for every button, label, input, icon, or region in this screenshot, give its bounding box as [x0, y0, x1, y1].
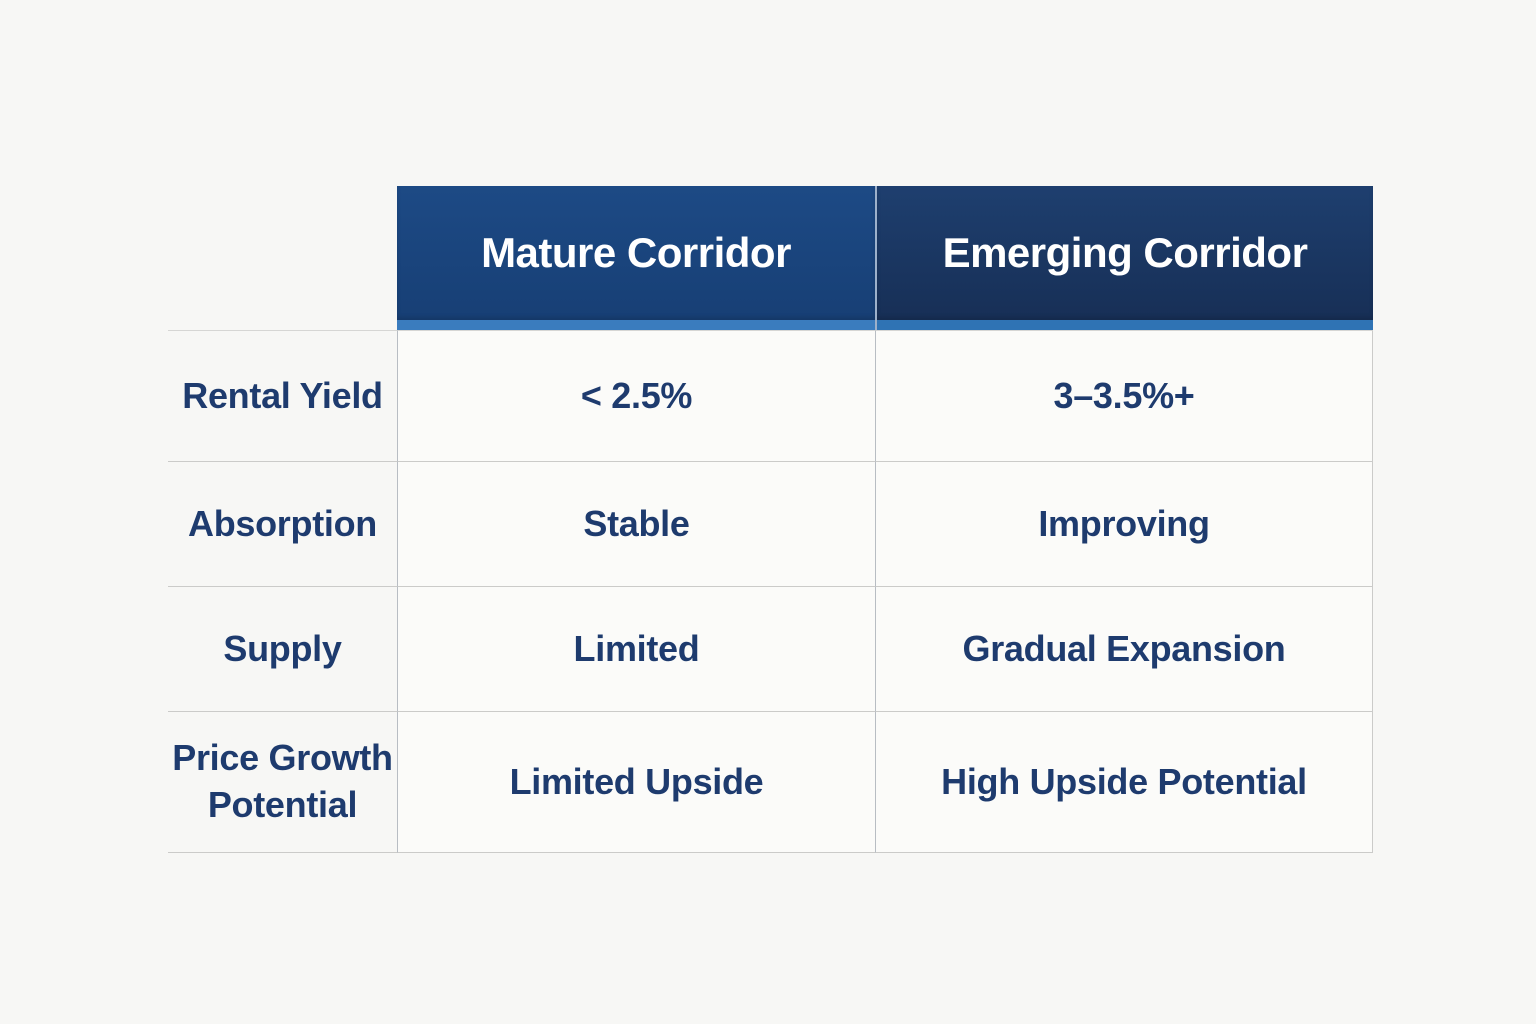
- comparison-table: Mature Corridor Emerging Corridor Rental…: [168, 186, 1373, 853]
- accent-bar-mature: [397, 320, 875, 330]
- accent-bar-emerging: [875, 320, 1373, 330]
- row-label-rental-yield: Rental Yield: [168, 330, 397, 462]
- cell-supply-emerging: Gradual Expansion: [875, 587, 1373, 712]
- row-label-absorption: Absorption: [168, 462, 397, 587]
- column-header-mature: Mature Corridor: [397, 186, 875, 320]
- accent-corner-spacer: [168, 320, 397, 330]
- cell-rental-yield-mature: < 2.5%: [397, 330, 875, 462]
- column-header-label: Mature Corridor: [481, 229, 791, 276]
- cell-absorption-mature: Stable: [397, 462, 875, 587]
- table-corner-spacer: [168, 186, 397, 320]
- column-header-label: Emerging Corridor: [942, 229, 1308, 276]
- cell-supply-mature: Limited: [397, 587, 875, 712]
- cell-rental-yield-emerging: 3–3.5%+: [875, 330, 1373, 462]
- row-label-price-growth-potential: Price Growth Potential: [168, 712, 397, 853]
- cell-price-growth-emerging: High Upside Potential: [875, 712, 1373, 853]
- cell-price-growth-mature: Limited Upside: [397, 712, 875, 853]
- column-header-emerging: Emerging Corridor: [875, 186, 1373, 320]
- row-label-supply: Supply: [168, 587, 397, 712]
- cell-absorption-emerging: Improving: [875, 462, 1373, 587]
